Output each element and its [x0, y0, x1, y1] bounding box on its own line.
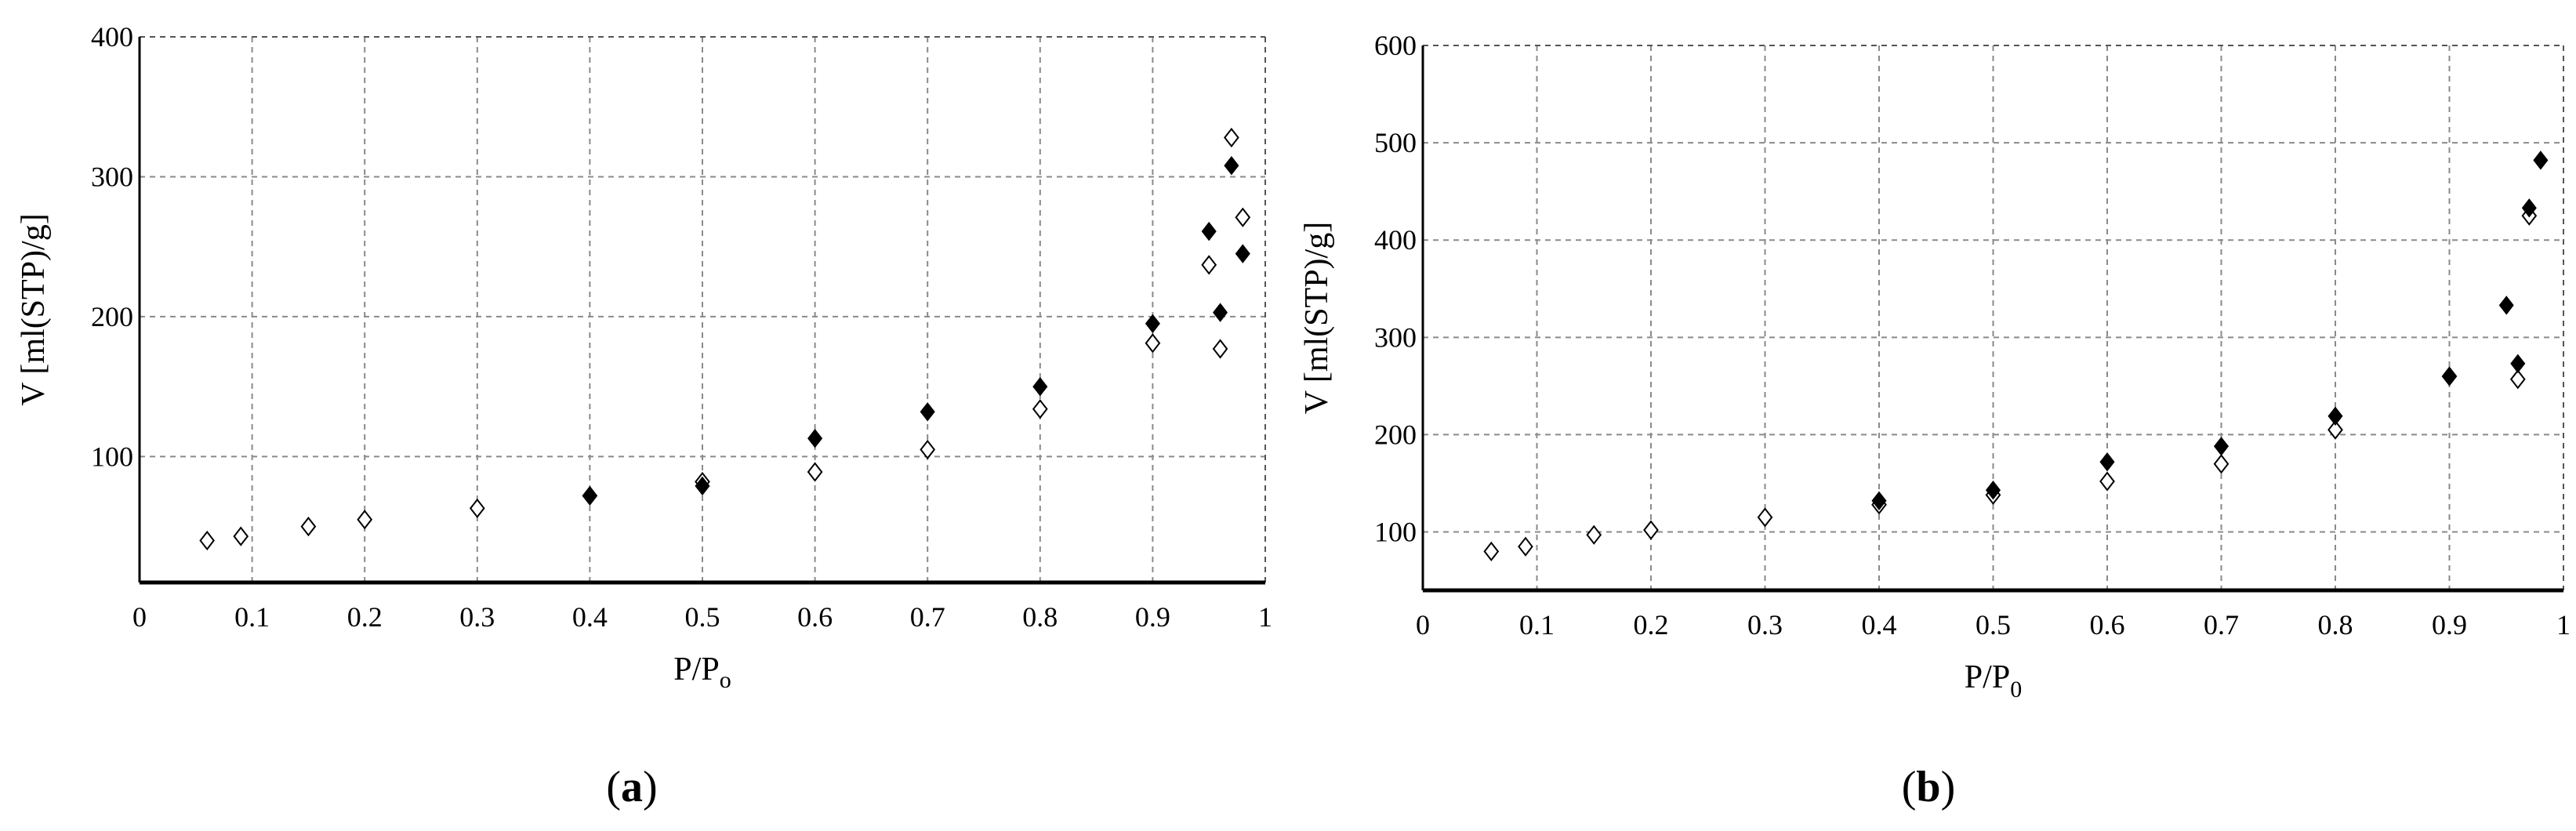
- data-point-a-open-9: [1032, 399, 1048, 419]
- x-tick-label-b-10: 1: [2556, 609, 2571, 640]
- x-tick-label-b-4: 0.4: [1862, 609, 1897, 640]
- data-point-a-open-10: [1145, 333, 1161, 354]
- data-point-b-open-4: [1757, 507, 1773, 528]
- data-point-a-open-7: [807, 462, 823, 482]
- data-point-b-open-8: [2213, 454, 2230, 474]
- data-point-b-open-7: [2099, 471, 2115, 492]
- data-point-b-open-1: [1518, 536, 1533, 557]
- data-point-b-filled-8: [2521, 198, 2537, 218]
- data-point-b-filled-3: [2213, 437, 2230, 456]
- data-point-b-filled-5: [2441, 366, 2458, 386]
- x-axis-title-subscript-a: o: [720, 667, 731, 693]
- x-tick-label-b-0: 0: [1416, 609, 1430, 640]
- data-point-b-open-11: [2509, 369, 2526, 390]
- panel-label-close-paren-a: ): [643, 763, 658, 811]
- x-tick-label-a-4: 0.4: [572, 601, 608, 633]
- x-tick-label-a-7: 0.7: [910, 601, 945, 633]
- x-axis-title-main-a: P/P: [673, 651, 719, 688]
- data-point-a-filled-5: [1145, 314, 1160, 334]
- y-tick-label-b-5: 600: [1374, 30, 1417, 61]
- data-point-a-filled-9: [1235, 244, 1250, 263]
- y-tick-label-b-3: 400: [1374, 224, 1417, 256]
- panel-label-close-paren-b: ): [1941, 763, 1956, 811]
- data-point-a-open-13: [1224, 127, 1239, 148]
- data-point-a-open-1: [233, 526, 249, 546]
- data-point-a-open-3: [357, 510, 373, 530]
- x-tick-label-b-1: 0.1: [1519, 609, 1555, 640]
- data-point-a-filled-1: [695, 476, 710, 496]
- chart-panel-b: 0 0.1 0.2 0.3 0.4 0.5 0.6 0.7 0.8 0.9 1 100 200 300 40…: [1299, 30, 2571, 811]
- panel-label-b: (b): [1902, 763, 1955, 811]
- y-tick-label-b-1: 200: [1374, 419, 1417, 450]
- data-point-a-open-2: [300, 516, 317, 537]
- x-tick-label-a-8: 0.8: [1022, 601, 1058, 633]
- data-point-a-open-12: [1212, 339, 1228, 359]
- y-tick-label-a-2: 300: [91, 161, 133, 192]
- y-axis-title-a: V [ml(STP)/g]: [16, 213, 52, 405]
- panel-label-open-paren-a: (: [606, 763, 621, 811]
- x-axis-title-main-b: P/P: [1965, 659, 2010, 695]
- x-axis-title-subscript-b: 0: [2010, 677, 2022, 702]
- data-point-a-filled-6: [1201, 221, 1217, 241]
- x-tick-label-a-3: 0.3: [459, 601, 495, 633]
- x-tick-label-a-6: 0.6: [797, 601, 833, 633]
- data-point-b-filled-4: [2327, 406, 2343, 426]
- x-tick-label-a-9: 0.9: [1135, 601, 1170, 633]
- panel-label-a: (a): [606, 763, 657, 811]
- x-axis-title-a: P/Po: [673, 651, 731, 693]
- x-tick-label-a-2: 0.2: [347, 601, 383, 633]
- y-tick-label-a-0: 100: [91, 441, 133, 472]
- data-point-a-open-0: [199, 530, 215, 551]
- x-axis-title-b: P/P0: [1965, 659, 2022, 702]
- x-tick-label-a-10: 1: [1258, 601, 1272, 633]
- data-point-a-open-11: [1201, 255, 1217, 275]
- data-point-b-filled-2: [2099, 452, 2115, 472]
- data-point-b-filled-7: [2510, 354, 2526, 374]
- data-point-a-filled-7: [1213, 303, 1228, 322]
- x-tick-label-b-8: 0.8: [2318, 609, 2353, 640]
- x-tick-label-a-0: 0: [132, 601, 147, 633]
- data-point-a-filled-3: [920, 402, 935, 422]
- x-tick-label-b-5: 0.5: [1976, 609, 2011, 640]
- data-point-b-filled-9: [2533, 151, 2549, 170]
- data-point-b-open-3: [1643, 520, 1659, 540]
- data-point-a-filled-0: [582, 486, 597, 506]
- data-point-b-filled-1: [1985, 480, 2001, 500]
- x-tick-label-b-6: 0.6: [2090, 609, 2125, 640]
- x-tick-label-b-7: 0.7: [2204, 609, 2239, 640]
- panel-label-open-paren-b: (: [1902, 763, 1917, 811]
- data-point-a-open-8: [920, 439, 936, 460]
- y-tick-label-b-4: 500: [1374, 127, 1417, 158]
- data-point-b-open-9: [2327, 419, 2343, 440]
- x-tick-label-b-2: 0.2: [1634, 609, 1669, 640]
- data-point-a-filled-4: [1032, 376, 1048, 397]
- panel-label-letter-a: a: [621, 763, 643, 811]
- data-point-b-filled-0: [1871, 491, 1887, 511]
- y-tick-label-a-1: 200: [91, 301, 133, 332]
- x-tick-label-a-5: 0.5: [685, 601, 720, 633]
- data-point-a-open-14: [1235, 207, 1251, 227]
- data-point-a-open-4: [469, 498, 485, 519]
- x-tick-label-b-3: 0.3: [1747, 609, 1783, 640]
- data-point-b-open-2: [1586, 524, 1602, 545]
- y-tick-label-b-0: 100: [1374, 517, 1417, 548]
- x-tick-label-b-9: 0.9: [2432, 609, 2467, 640]
- x-tick-label-a-1: 0.1: [234, 601, 270, 633]
- data-point-a-filled-2: [807, 428, 823, 448]
- y-axis-title-b: V [ml(STP)/g]: [1299, 222, 1335, 414]
- y-tick-label-a-3: 400: [91, 21, 133, 53]
- data-point-b-filled-6: [2498, 296, 2514, 315]
- y-tick-label-b-2: 300: [1374, 321, 1417, 353]
- panel-label-letter-b: b: [1916, 763, 1940, 811]
- chart-panel-a: 0 0.1 0.2 0.3 0.4 0.5 0.6 0.7 0.8 0.9 1 100 200 300 40…: [16, 21, 1272, 811]
- data-point-b-open-0: [1483, 541, 1500, 562]
- data-point-a-filled-8: [1224, 155, 1239, 176]
